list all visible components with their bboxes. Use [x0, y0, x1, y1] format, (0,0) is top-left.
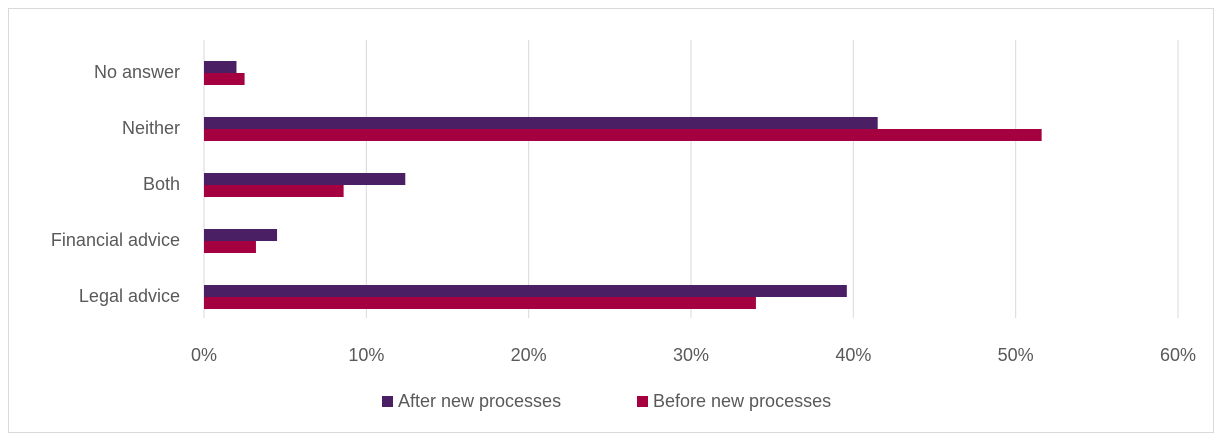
- bar-after-legal-advice: [204, 285, 847, 297]
- x-tick-label: 60%: [1160, 345, 1196, 365]
- legend: After new processes Before new processes: [382, 391, 831, 411]
- legend-label: After new processes: [398, 391, 561, 411]
- bars: [204, 61, 1042, 309]
- x-tick-label: 40%: [835, 345, 871, 365]
- bar-after-both: [204, 173, 406, 185]
- legend-label: Before new processes: [653, 391, 831, 411]
- category-label: Financial advice: [51, 230, 180, 250]
- bar-before-financial-advice: [204, 241, 256, 253]
- x-tick-label: 20%: [511, 345, 547, 365]
- x-axis-tick-labels: 0% 10% 20% 30% 40% 50% 60%: [191, 345, 1196, 365]
- bar-before-both: [204, 185, 344, 197]
- category-label: Neither: [122, 118, 180, 138]
- legend-swatch: [637, 396, 648, 407]
- gridlines: [203, 40, 1179, 318]
- category-label: Both: [143, 174, 180, 194]
- x-tick-label: 0%: [191, 345, 217, 365]
- bar-before-no-answer: [204, 73, 245, 85]
- category-label: Legal advice: [79, 286, 180, 306]
- bar-before-legal-advice: [204, 297, 756, 309]
- bar-after-no-answer: [204, 61, 237, 73]
- x-tick-label: 50%: [998, 345, 1034, 365]
- legend-swatch: [382, 396, 393, 407]
- category-label: No answer: [94, 62, 180, 82]
- bar-before-neither: [204, 129, 1042, 141]
- x-tick-label: 10%: [348, 345, 384, 365]
- x-tick-label: 30%: [673, 345, 709, 365]
- bar-after-financial-advice: [204, 229, 278, 241]
- category-labels: No answer Neither Both Financial advice Lega…: [51, 62, 180, 306]
- bar-after-neither: [204, 117, 878, 129]
